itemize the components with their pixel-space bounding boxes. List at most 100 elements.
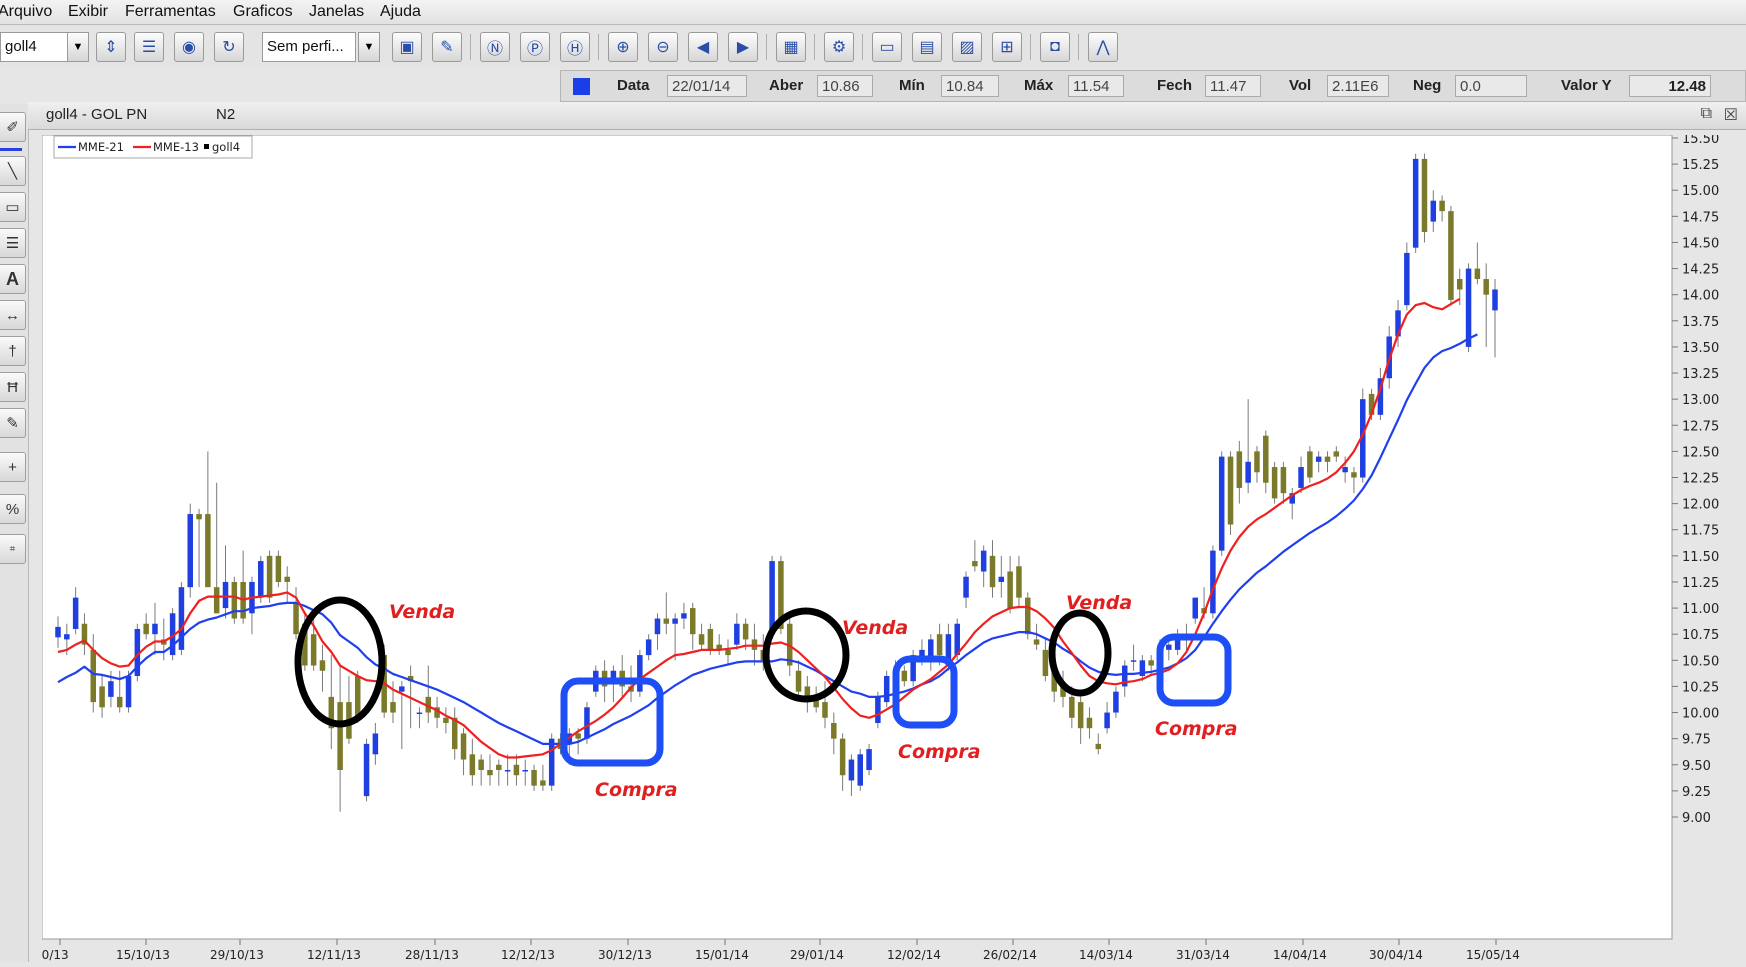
chart-window-title: goll4 - GOL PN xyxy=(46,106,148,123)
y-tick-label: 14.00 xyxy=(1682,289,1719,304)
grid-layout-icon[interactable]: ⊞ xyxy=(992,32,1022,62)
y-tick-label: 13.25 xyxy=(1682,367,1719,382)
ema13-line xyxy=(57,297,1461,759)
chart-window-subtitle: N2 xyxy=(216,106,236,123)
x-tick-label: 15/05/14 xyxy=(1466,948,1520,962)
candle-body xyxy=(548,738,555,786)
y-tick-label: 13.00 xyxy=(1682,393,1719,408)
camera-icon[interactable]: ◘ xyxy=(1040,32,1070,62)
candle-body xyxy=(936,634,943,656)
text-tool-icon[interactable]: A xyxy=(0,264,26,294)
candle-body xyxy=(778,561,784,629)
image-icon[interactable]: ▨ xyxy=(952,32,982,62)
zoom-h-icon[interactable]: Ⓗ xyxy=(560,32,590,62)
candle-body xyxy=(72,597,79,629)
tag-icon[interactable]: ✎ xyxy=(432,32,462,62)
profile-combo[interactable]: Sem perfi... xyxy=(262,32,356,62)
candle-body xyxy=(716,644,722,650)
chart-svg[interactable]: Venda Venda Venda Compra Compra Compra 15.50 1… xyxy=(30,132,1746,962)
candle-body xyxy=(231,581,238,619)
fech-value: 11.47 xyxy=(1205,75,1261,97)
close-icon[interactable]: ☒ xyxy=(1723,107,1738,124)
menu-ferramentas[interactable]: Ferramentas xyxy=(125,3,216,20)
symbol-combo[interactable]: goll4 xyxy=(0,32,70,62)
y-tick-label: 12.75 xyxy=(1682,419,1719,434)
candle-body xyxy=(1166,644,1172,650)
candle-body xyxy=(1395,310,1401,337)
chart-icon[interactable]: ⋀ xyxy=(1088,32,1118,62)
scroll-right-icon[interactable]: ▶ xyxy=(728,32,758,62)
detach-window-icon[interactable]: ⧉ xyxy=(1700,105,1712,122)
crosshair-tool-icon[interactable]: + xyxy=(0,452,26,482)
bracket-tool-icon[interactable]: Ħ xyxy=(0,372,26,402)
sell-label: Venda xyxy=(842,617,908,639)
save-icon[interactable]: ▣ xyxy=(392,32,422,62)
candle-body xyxy=(434,707,440,718)
candle-body xyxy=(919,649,925,661)
channel-tool-icon[interactable]: ☰ xyxy=(0,228,26,258)
candle-body xyxy=(1448,211,1454,300)
candle-body xyxy=(116,696,123,708)
candle-body xyxy=(196,514,202,520)
document-icon[interactable]: ▤ xyxy=(912,32,942,62)
min-value: 10.84 xyxy=(941,75,999,97)
zoom-n-icon[interactable]: Ⓝ xyxy=(480,32,510,62)
zoom-out-icon[interactable]: ⊖ xyxy=(648,32,678,62)
zoom-p-icon[interactable]: Ⓟ xyxy=(520,32,550,62)
neg-label: Neg xyxy=(1413,77,1442,94)
measure-tool-icon[interactable]: ↔ xyxy=(0,300,26,330)
cross-tool-icon[interactable]: † xyxy=(0,336,26,366)
price-chart[interactable]: Venda Venda Venda Compra Compra Compra 15.50 1… xyxy=(30,132,1746,962)
candle-body xyxy=(1042,649,1049,676)
log-scale-icon[interactable]: ⌗ xyxy=(0,534,26,564)
candle-body xyxy=(822,702,828,718)
candle-body xyxy=(839,738,846,776)
candle-body xyxy=(513,764,520,776)
color-swatch[interactable] xyxy=(573,78,590,95)
candle-body xyxy=(337,702,343,770)
sell-label: Venda xyxy=(1066,592,1132,614)
line-tool-icon[interactable]: ╲ xyxy=(0,156,26,186)
pencil-color-icon[interactable]: ✐ xyxy=(0,112,26,142)
menu-ajuda[interactable]: Ajuda xyxy=(380,3,421,20)
candle-body xyxy=(531,769,537,786)
refresh-icon[interactable]: ↻ xyxy=(214,32,244,62)
vol-label: Vol xyxy=(1289,77,1312,94)
menu-arquivo[interactable]: Arquivo xyxy=(0,3,53,20)
candle-body xyxy=(1236,451,1243,488)
sell-label: Venda xyxy=(389,601,455,623)
candle-body xyxy=(954,623,960,656)
arrows-updown-icon[interactable]: ⇕ xyxy=(96,32,126,62)
candle-body xyxy=(1324,456,1331,462)
gear-icon[interactable]: ⚙ xyxy=(824,32,854,62)
candle-body xyxy=(125,675,132,708)
candle-body xyxy=(769,561,775,635)
candle-body xyxy=(804,686,811,703)
profile-dropdown-arrow[interactable]: ▼ xyxy=(358,32,380,62)
symbol-dropdown-arrow[interactable]: ▼ xyxy=(67,32,89,62)
menu-graficos[interactable]: Graficos xyxy=(233,3,293,20)
percent-tool-icon[interactable]: % xyxy=(0,494,26,524)
scroll-left-icon[interactable]: ◀ xyxy=(688,32,718,62)
candle-body xyxy=(152,623,158,635)
new-chart-icon[interactable]: ▭ xyxy=(872,32,902,62)
table-icon[interactable]: ▦ xyxy=(776,32,806,62)
list-icon[interactable]: ☰ xyxy=(134,32,164,62)
candle-body xyxy=(363,743,370,797)
toolbar: goll4 ▼ ⇕ ☰ ◉ ↻ Sem perfi... ▼ ▣ ✎ Ⓝ Ⓟ Ⓗ… xyxy=(0,25,1746,69)
menu-janelas[interactable]: Janelas xyxy=(309,3,365,20)
candle-body xyxy=(169,613,176,656)
zoom-in-icon[interactable]: ⊕ xyxy=(608,32,638,62)
eraser-tool-icon[interactable]: ✎ xyxy=(0,408,26,438)
candle-body xyxy=(1086,717,1093,729)
y-tick-label: 11.00 xyxy=(1682,602,1719,617)
x-tick-label: 30/04/14 xyxy=(1369,948,1423,962)
sell-signal-circle xyxy=(294,596,386,728)
rectangle-tool-icon[interactable]: ▭ xyxy=(0,192,26,222)
candle-body xyxy=(663,618,670,624)
x-tick-label: 14/04/14 xyxy=(1273,948,1327,962)
globe-icon[interactable]: ◉ xyxy=(174,32,204,62)
buy-label: Compra xyxy=(595,779,678,801)
max-value: 11.54 xyxy=(1068,75,1124,97)
menu-exibir[interactable]: Exibir xyxy=(68,3,109,20)
